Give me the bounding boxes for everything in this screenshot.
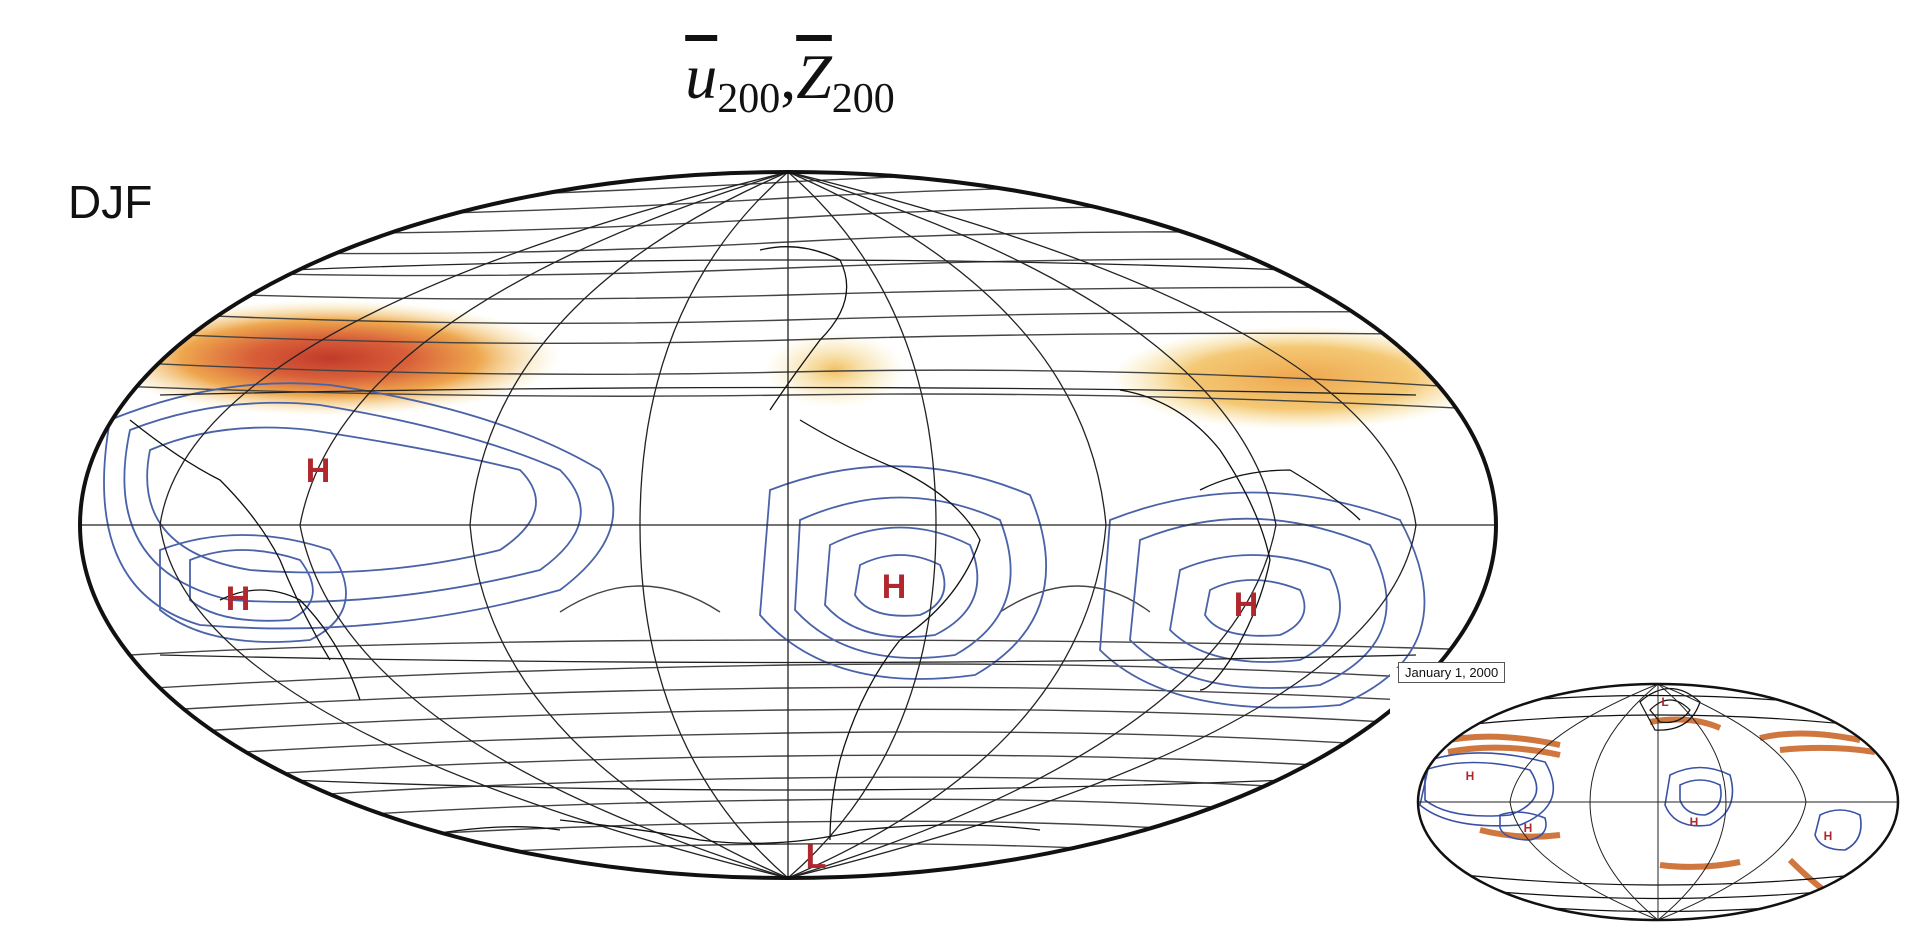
title-u-subscript: 200 (717, 76, 781, 122)
high-pressure-marker-south-america: H (882, 568, 907, 606)
high-pressure-marker-africa: H (1234, 586, 1259, 624)
jet-shading-asia (100, 300, 560, 416)
inset-high-marker-africa: H (1824, 829, 1833, 843)
season-label: DJF (68, 176, 153, 228)
graticule (80, 172, 1496, 878)
figure-title: u200,Z200 (0, 40, 1580, 123)
inset-date-label: January 1, 2000 (1398, 662, 1506, 683)
high-pressure-marker-australia: H (226, 580, 251, 618)
title-separator: , (780, 41, 797, 112)
high-pressure-marker-north-pacific: H (306, 452, 331, 490)
map-outline (78, 170, 1498, 880)
blue-contours (103, 382, 1426, 709)
title-z-subscript: 200 (831, 76, 895, 122)
inset-low-marker: L (1661, 695, 1668, 709)
inset-high-marker-south-america: H (1690, 815, 1699, 829)
jet-shading-atlantic (765, 332, 905, 408)
title-u-symbol: u (685, 41, 718, 112)
inset-high-marker-pacific: H (1466, 769, 1475, 783)
inset-high-marker-australia: H (1524, 821, 1533, 835)
inset-map-outline (1416, 682, 1900, 922)
inset-map (1418, 684, 1898, 920)
low-pressure-marker-antarctica: L (806, 838, 827, 876)
title-z-symbol: Z (796, 41, 832, 112)
